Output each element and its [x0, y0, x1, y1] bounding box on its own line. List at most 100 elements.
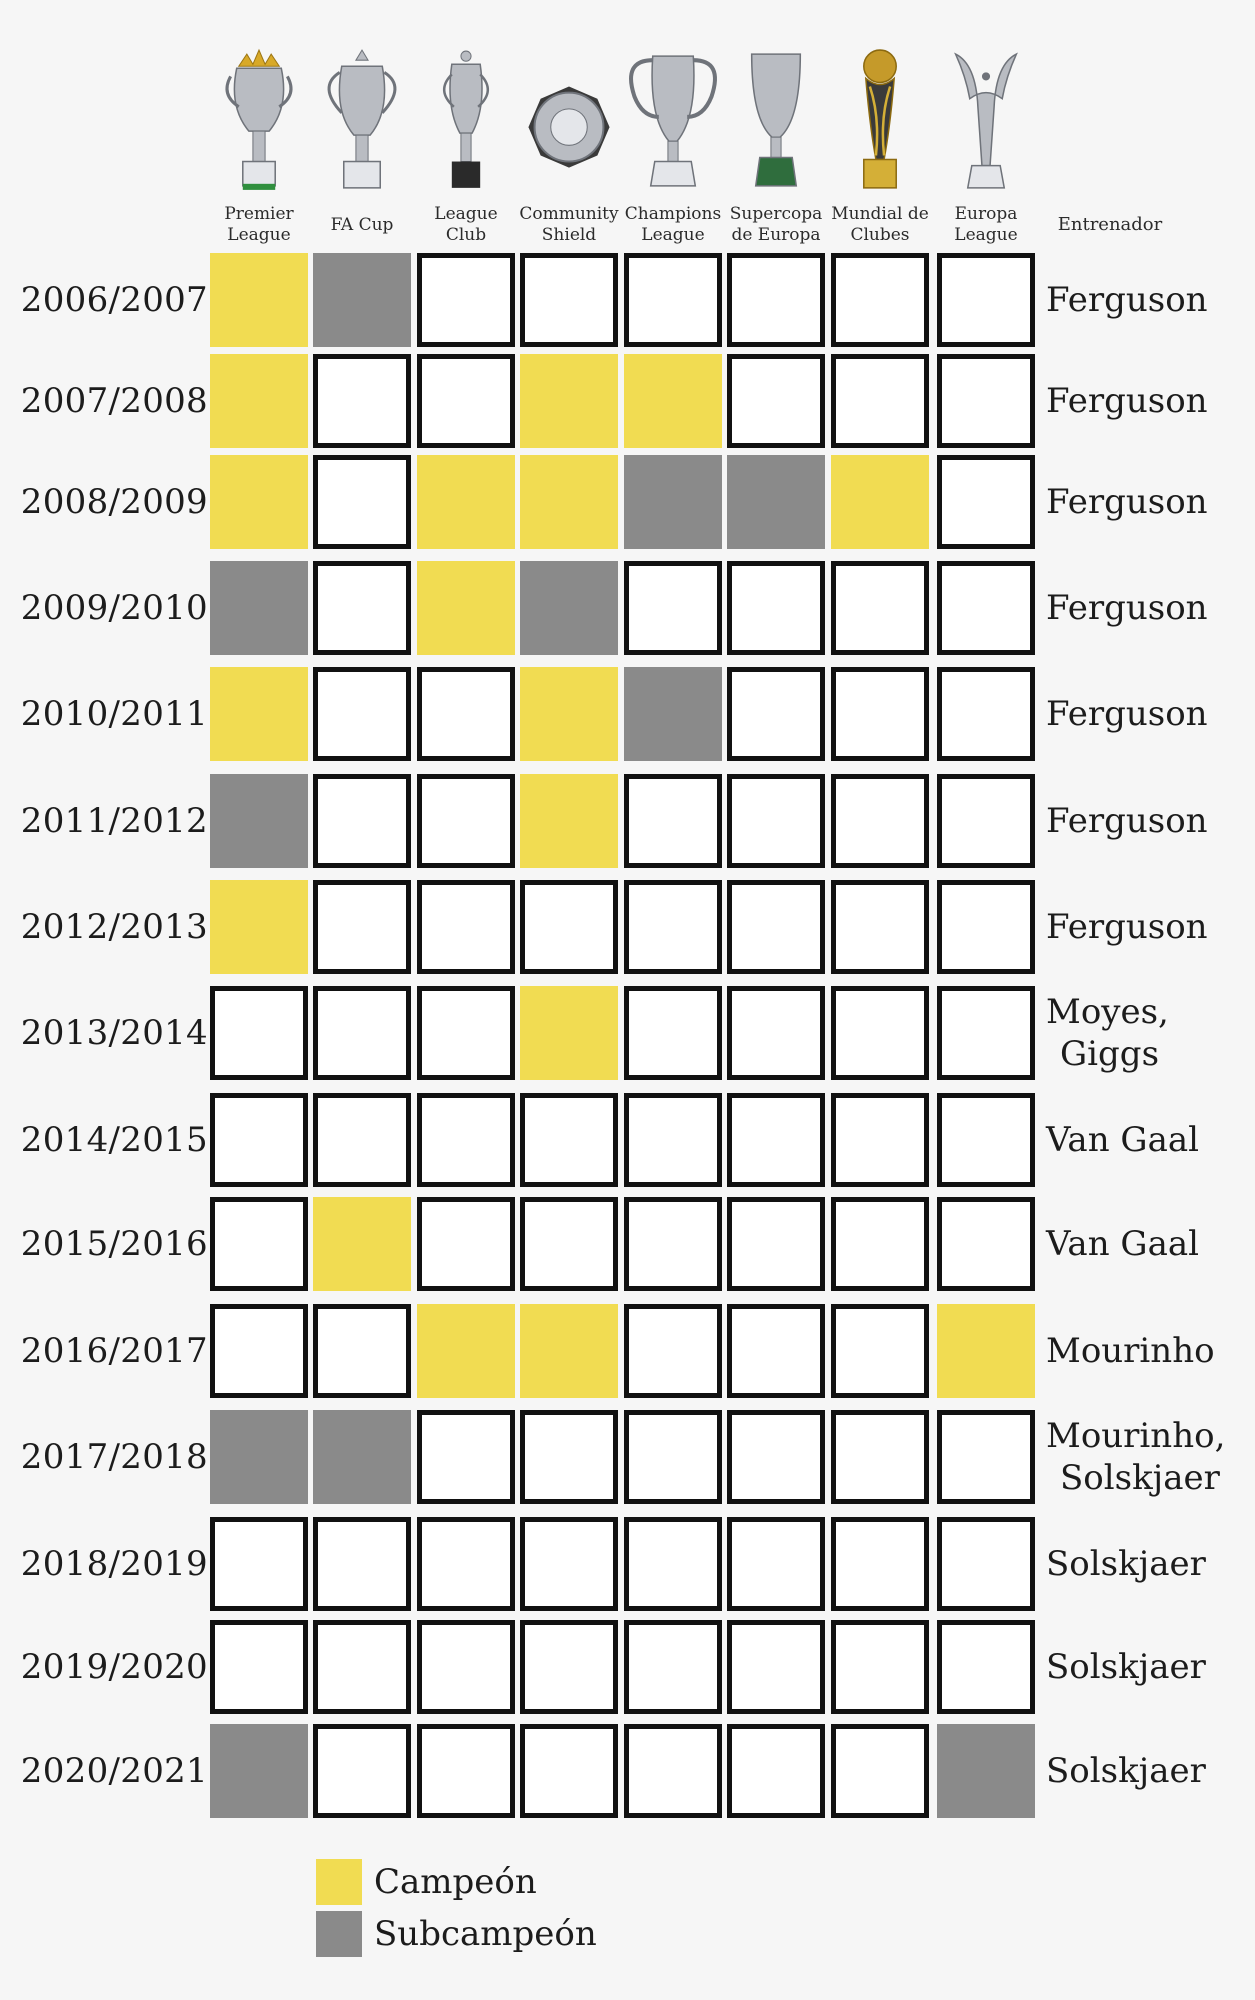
result-cell [313, 1724, 411, 1818]
result-cell [210, 1724, 308, 1818]
result-cell [624, 561, 722, 655]
competition-label: Champions League [624, 204, 722, 245]
result-cell [937, 1197, 1035, 1291]
result-cell [417, 1724, 515, 1818]
coach-name: Van Gaal [1046, 1120, 1199, 1160]
result-cell [831, 1517, 929, 1611]
competition-label: League Club [434, 204, 498, 245]
coach-name: Ferguson [1046, 694, 1208, 734]
legend-label: Campeón [374, 1862, 537, 1902]
result-cell [727, 354, 825, 448]
competition-header: Champions League [621, 46, 725, 248]
result-cell [937, 1724, 1035, 1818]
result-cell [313, 1620, 411, 1714]
result-cell [831, 1197, 929, 1291]
coach-name: Ferguson [1046, 801, 1208, 841]
coach-name: Ferguson [1046, 381, 1208, 421]
season-label: 2011/2012 [20, 801, 208, 841]
result-cell [313, 354, 411, 448]
result-cell [520, 1724, 618, 1818]
club-world-cup-trophy-icon [863, 49, 897, 189]
competition-label: Community Shield [519, 204, 619, 245]
result-cell [417, 880, 515, 974]
result-cell [937, 561, 1035, 655]
result-cell [210, 880, 308, 974]
champions-league-trophy-icon [629, 55, 717, 187]
competition-header: Premier League [207, 46, 311, 248]
competition-label: Premier League [224, 204, 294, 245]
result-cell [831, 1620, 929, 1714]
result-cell [727, 1410, 825, 1504]
coach-name: Ferguson [1046, 280, 1208, 320]
result-cell [937, 1517, 1035, 1611]
coach-column-header: Entrenador [1057, 214, 1163, 235]
result-cell [937, 1410, 1035, 1504]
result-cell [210, 986, 308, 1080]
result-cell [727, 1304, 825, 1398]
result-cell [624, 455, 722, 549]
result-cell [417, 354, 515, 448]
season-label: 2006/2007 [20, 280, 208, 320]
result-cell [520, 1620, 618, 1714]
result-cell [937, 1620, 1035, 1714]
result-cell [417, 455, 515, 549]
season-label: 2007/2008 [20, 381, 208, 421]
result-cell [624, 880, 722, 974]
result-cell [831, 253, 929, 347]
result-cell [417, 1517, 515, 1611]
result-cell [727, 1517, 825, 1611]
result-cell [313, 986, 411, 1080]
league-cup-trophy-icon [442, 50, 490, 188]
result-cell [313, 1410, 411, 1504]
result-cell [624, 774, 722, 868]
result-cell [520, 1517, 618, 1611]
legend-swatch [316, 1859, 362, 1905]
season-label: 2015/2016 [20, 1224, 208, 1264]
result-cell [313, 1197, 411, 1291]
coach-name: Ferguson [1046, 907, 1208, 947]
result-cell [831, 986, 929, 1080]
uefa-super-cup-trophy-icon [750, 53, 802, 187]
competition-label: Mundial de Clubes [831, 204, 929, 245]
result-cell [727, 253, 825, 347]
result-cell [831, 774, 929, 868]
result-cell [417, 667, 515, 761]
coach-name: Van Gaal [1046, 1224, 1199, 1264]
season-label: 2018/2019 [20, 1544, 208, 1584]
result-cell [624, 1620, 722, 1714]
season-label: 2010/2011 [20, 694, 208, 734]
season-label: 2014/2015 [20, 1120, 208, 1160]
result-cell [417, 1620, 515, 1714]
result-cell [417, 1304, 515, 1398]
legend-label: Subcampeón [374, 1914, 597, 1954]
result-cell [313, 253, 411, 347]
result-cell [727, 667, 825, 761]
result-cell [313, 774, 411, 868]
result-cell [313, 1304, 411, 1398]
result-cell [831, 1724, 929, 1818]
coach-name: Ferguson [1046, 588, 1208, 628]
result-cell [831, 561, 929, 655]
trophy-grid: 2006/2007 Ferguson 2007/2008 Ferguson 2008/2… [20, 253, 1225, 1818]
result-cell [417, 561, 515, 655]
europa-league-trophy-icon [954, 52, 1018, 189]
result-cell [727, 1093, 825, 1187]
result-cell [210, 1410, 308, 1504]
result-cell [417, 1410, 515, 1504]
result-cell [313, 455, 411, 549]
result-cell [831, 1410, 929, 1504]
result-cell [624, 253, 722, 347]
result-cell [937, 667, 1035, 761]
result-cell [727, 561, 825, 655]
competition-label: Europa League [954, 204, 1018, 245]
result-cell [417, 1197, 515, 1291]
result-cell [831, 1093, 929, 1187]
result-cell [520, 1410, 618, 1504]
result-cell [937, 986, 1035, 1080]
coach-name: Ferguson [1046, 482, 1208, 522]
coach-name: Solskjaer [1046, 1751, 1206, 1791]
result-cell [520, 455, 618, 549]
competition-header: League Club [414, 46, 518, 248]
result-cell [727, 774, 825, 868]
result-cell [520, 1304, 618, 1398]
